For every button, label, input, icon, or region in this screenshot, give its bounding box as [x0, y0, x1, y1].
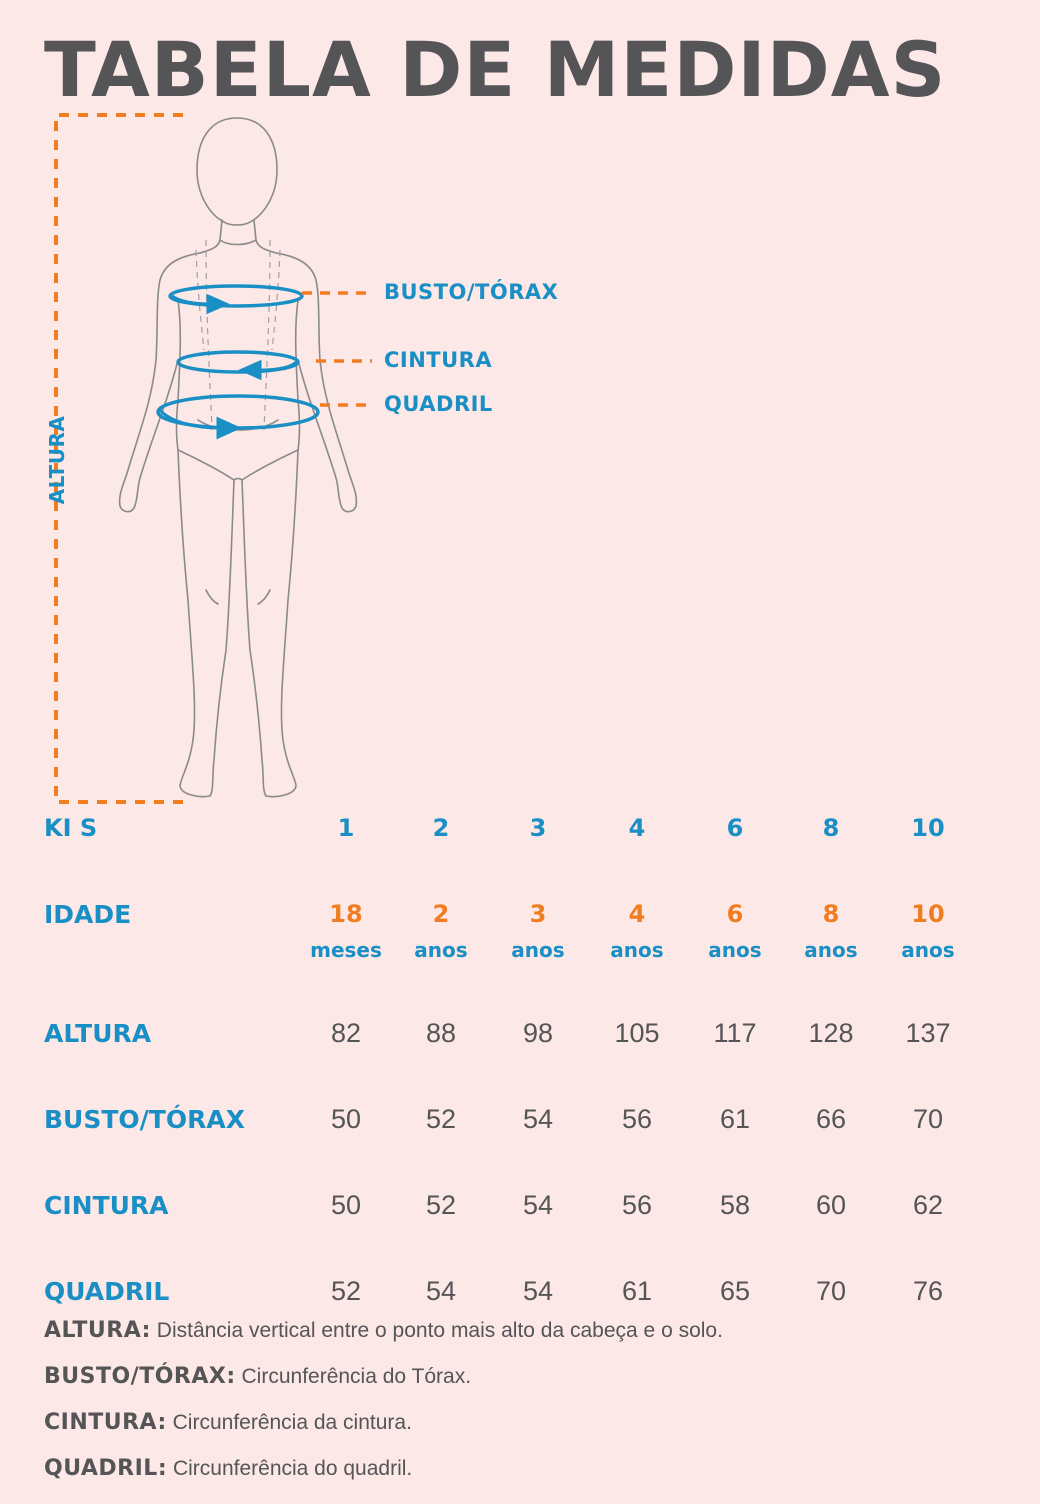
table-cell: 56	[621, 1104, 653, 1134]
row-label-altura: ALTURA	[44, 1019, 152, 1048]
table-cell: 54	[522, 1104, 554, 1134]
callout-altura-label: ALTURA	[45, 415, 69, 505]
size-header: 1	[337, 814, 355, 842]
size-header: 2	[432, 814, 450, 842]
table-cell: 128	[808, 1018, 854, 1048]
age-unit: anos	[708, 938, 762, 962]
table-cell: 98	[522, 1018, 554, 1048]
note-cintura: CINTURA: Circunferência da cintura.	[44, 1410, 412, 1435]
table-cell: 70	[815, 1276, 847, 1306]
age-number: 10	[911, 900, 945, 928]
callout-quadril-label: QUADRIL	[384, 392, 493, 416]
page-title: TABELA DE MEDIDAS	[44, 25, 947, 114]
table-cell: 105	[614, 1018, 660, 1048]
table-cell: 88	[425, 1018, 457, 1048]
note-text: Distância vertical entre o ponto mais al…	[150, 1319, 723, 1342]
table-cell: 54	[425, 1276, 457, 1306]
callout-busto-label: BUSTO/TÓRAX	[384, 280, 559, 304]
measure-arrows	[158, 293, 298, 440]
callout-cintura-label: CINTURA	[384, 348, 493, 372]
table-cell: 70	[912, 1104, 944, 1134]
table-cell: 54	[522, 1190, 554, 1220]
age-number: 4	[628, 900, 646, 928]
table-cell: 76	[912, 1276, 944, 1306]
size-header: 4	[628, 814, 646, 842]
size-header: 6	[726, 814, 744, 842]
note-text: Circunferência do Tórax.	[235, 1365, 472, 1388]
kids-header-label: KI S	[44, 814, 98, 842]
table-cell: 54	[522, 1276, 554, 1306]
age-unit: meses	[310, 938, 382, 962]
table-cell: 50	[330, 1190, 362, 1220]
age-number: 8	[822, 900, 840, 928]
age-number: 18	[329, 900, 363, 928]
table-cell: 60	[815, 1190, 847, 1220]
size-header: 8	[822, 814, 840, 842]
age-unit: anos	[610, 938, 664, 962]
size-header: 3	[529, 814, 547, 842]
age-number: 2	[432, 900, 450, 928]
note-text: Circunferência da cintura.	[166, 1411, 412, 1434]
callout-leaders	[302, 291, 372, 407]
table-cell: 82	[330, 1018, 362, 1048]
table-cell: 61	[719, 1104, 751, 1134]
measure-rings	[156, 284, 320, 430]
table-cell: 66	[815, 1104, 847, 1134]
table-cell: 52	[330, 1276, 362, 1306]
row-label-cintura: CINTURA	[44, 1191, 169, 1220]
age-number: 3	[529, 900, 547, 928]
note-term: QUADRIL:	[44, 1456, 168, 1481]
table-cell: 62	[912, 1190, 944, 1220]
note-term: ALTURA:	[44, 1318, 151, 1343]
age-unit: anos	[901, 938, 955, 962]
table-cell: 58	[719, 1190, 751, 1220]
age-unit: anos	[804, 938, 858, 962]
note-altura: ALTURA: Distância vertical entre o ponto…	[44, 1318, 723, 1343]
age-unit: anos	[414, 938, 468, 962]
table-cell: 61	[621, 1276, 653, 1306]
row-label-quadril: QUADRIL	[44, 1277, 170, 1306]
row-label-busto: BUSTO/TÓRAX	[44, 1105, 245, 1134]
note-text: Circunferência do quadril.	[167, 1457, 413, 1480]
table-cell: 50	[330, 1104, 362, 1134]
size-header: 10	[911, 814, 945, 842]
age-unit: anos	[511, 938, 565, 962]
body-figure-illustration	[54, 113, 372, 804]
note-quadril: QUADRIL: Circunferência do quadril.	[44, 1456, 412, 1481]
body-outline	[118, 117, 358, 798]
altura-bracket	[54, 113, 183, 804]
table-cell: 52	[425, 1190, 457, 1220]
table-cell: 56	[621, 1190, 653, 1220]
row-label-idade: IDADE	[44, 900, 132, 929]
age-number: 6	[726, 900, 744, 928]
note-term: CINTURA:	[44, 1410, 167, 1435]
table-cell: 117	[713, 1018, 757, 1048]
table-cell: 65	[719, 1276, 751, 1306]
note-busto: BUSTO/TÓRAX: Circunferência do Tórax.	[44, 1364, 471, 1389]
table-cell: 137	[905, 1018, 951, 1048]
note-term: BUSTO/TÓRAX:	[44, 1364, 236, 1389]
table-cell: 52	[425, 1104, 457, 1134]
